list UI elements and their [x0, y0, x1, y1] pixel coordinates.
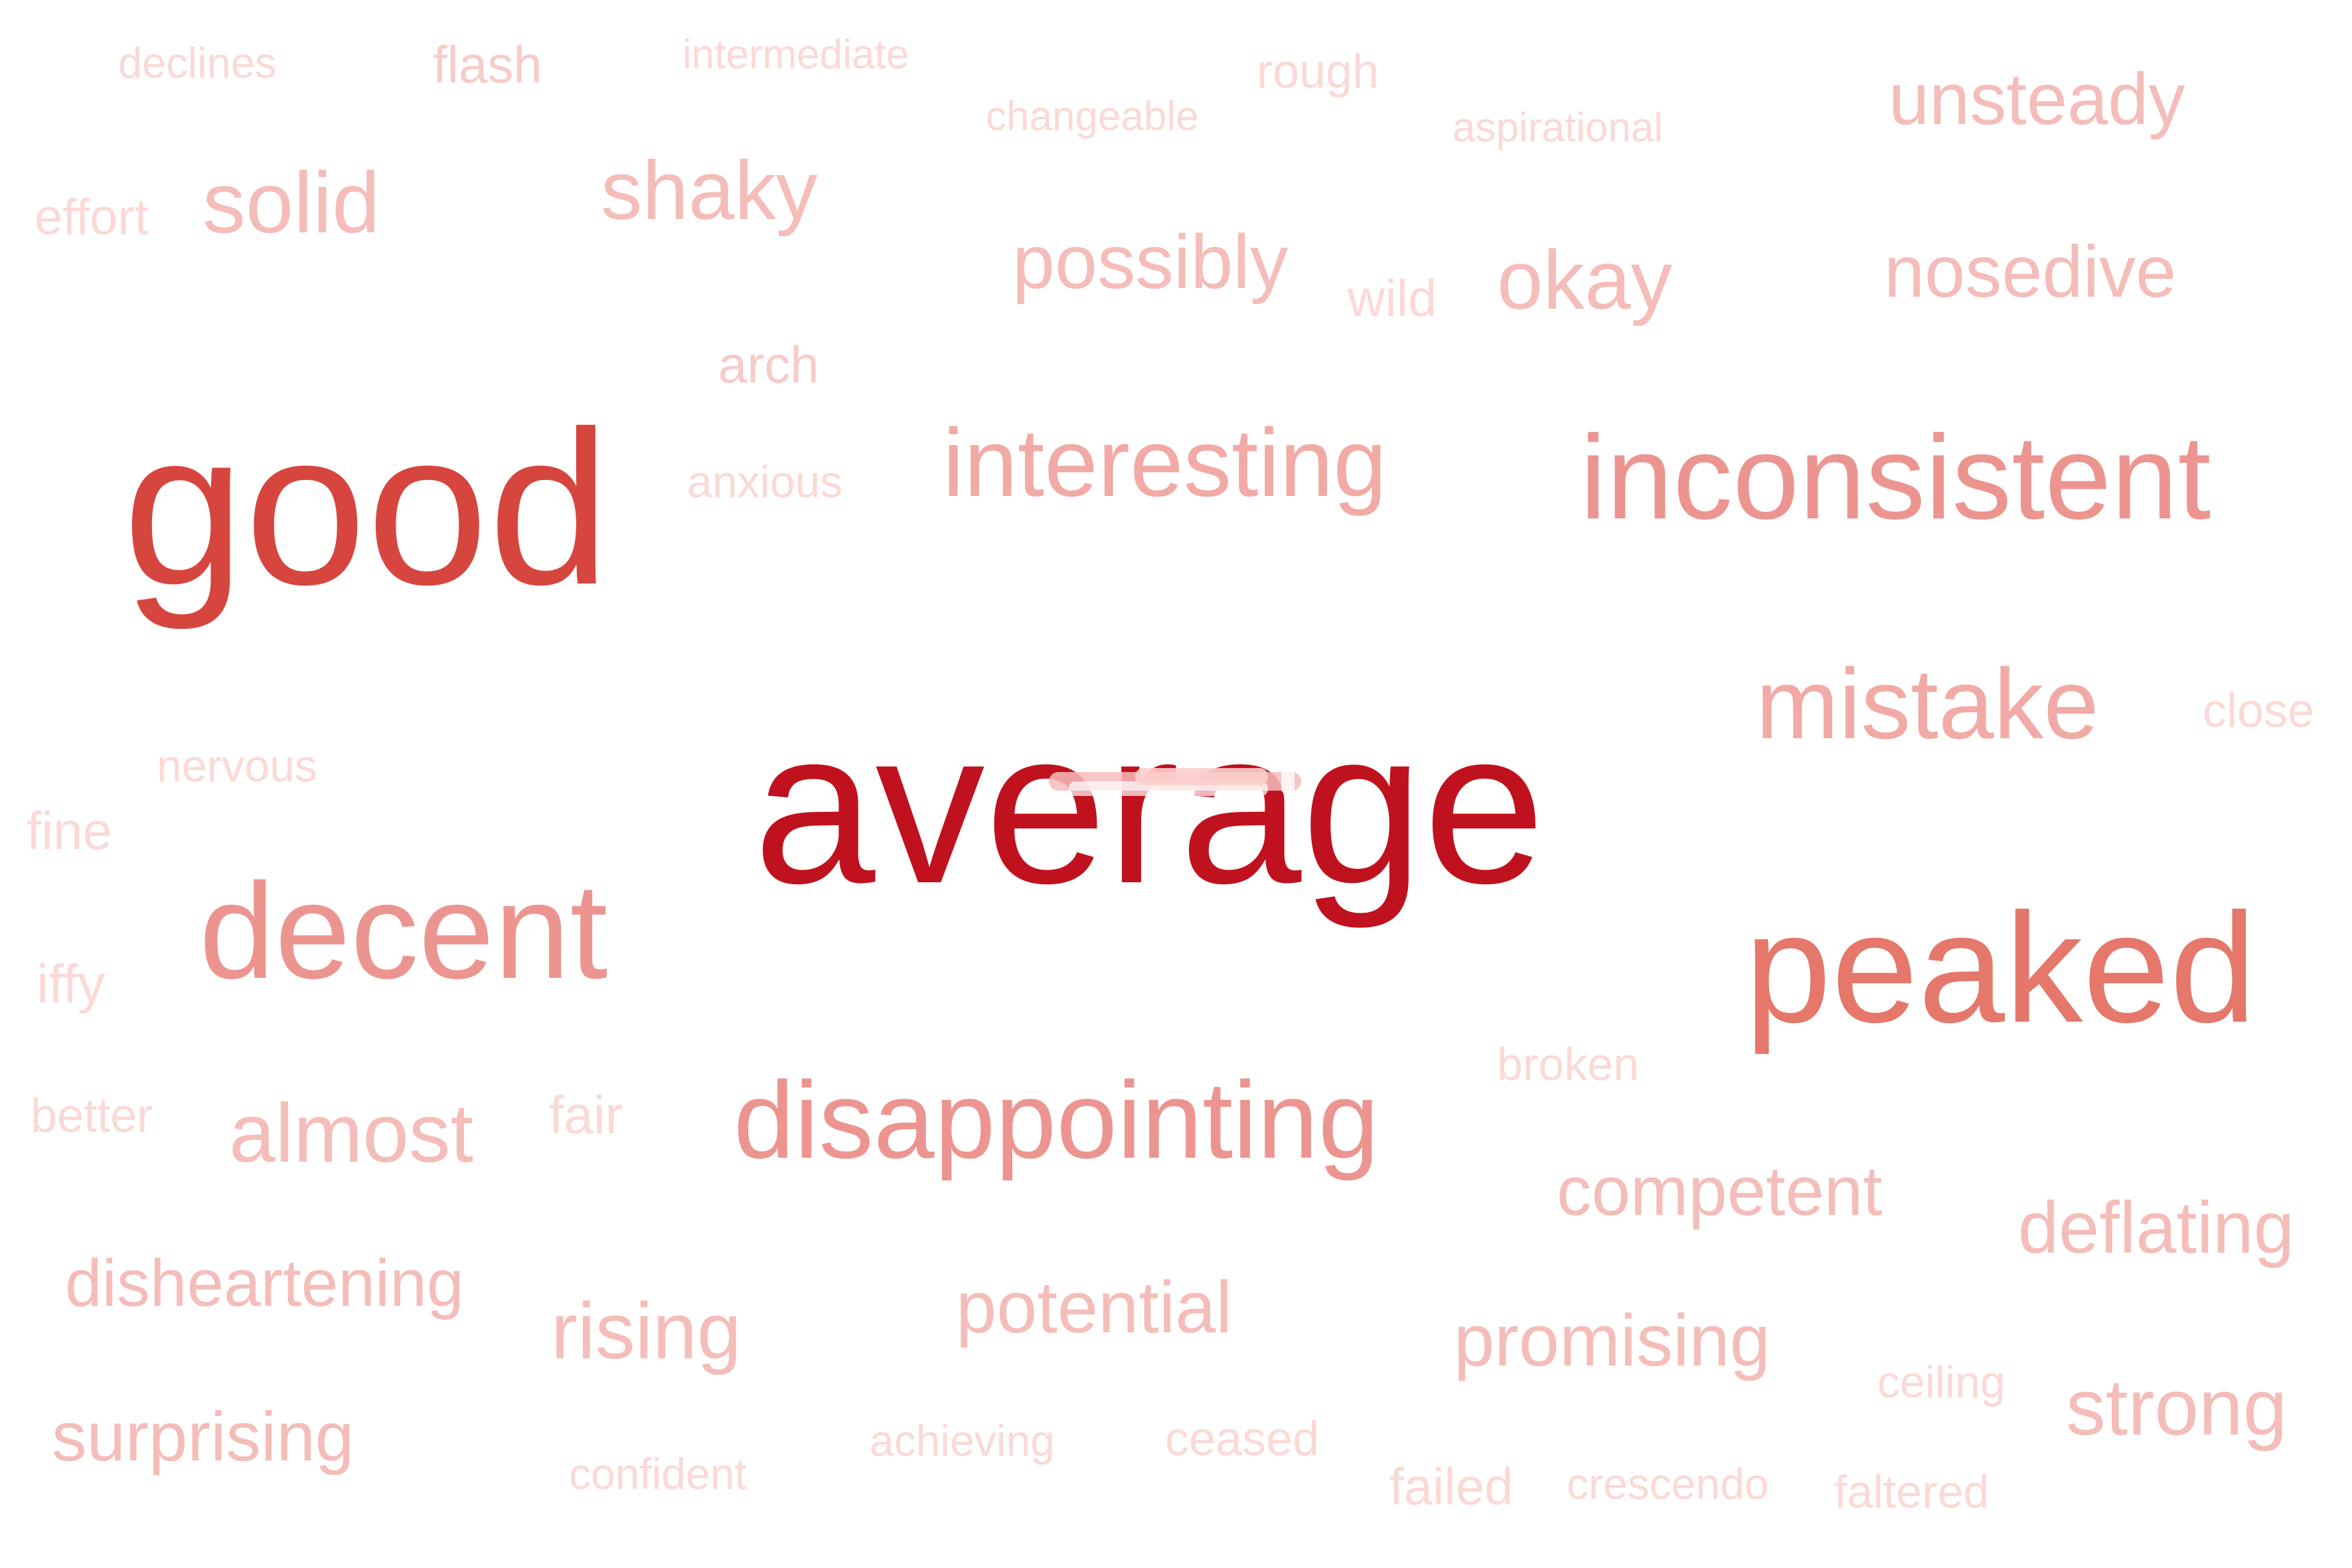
word-rising: rising [551, 1287, 742, 1375]
word-failed: failed [1389, 1457, 1514, 1516]
word-effort: effort [35, 189, 149, 246]
word-peaked: peaked [1745, 880, 2256, 1055]
word-okay: okay [1497, 234, 1673, 327]
word-unsteady: unsteady [1889, 58, 2185, 140]
word-promising: promising [1454, 1300, 1770, 1381]
word-better: better [31, 1089, 153, 1142]
word-deflating: deflating [2018, 1187, 2294, 1269]
word-surprising: surprising [52, 1398, 354, 1476]
word-strong: strong [2066, 1363, 2288, 1452]
word-arch: arch [718, 335, 819, 394]
word-flash: flash [433, 35, 542, 94]
word-nervous: nervous [157, 741, 317, 791]
word-crescendo: crescendo [1567, 1459, 1769, 1508]
word-ceiling: ceiling [1877, 1357, 2005, 1407]
word-iffy: iffy [37, 954, 106, 1014]
word-intermediate: intermediate [682, 32, 909, 78]
word-good: good [123, 385, 611, 630]
word-disappointing: disappointing [734, 1059, 1379, 1181]
word-changeable: changeable [986, 94, 1199, 139]
word-rough: rough [1257, 45, 1379, 98]
word-almost: almost [229, 1087, 474, 1180]
word-possibly: possibly [1012, 220, 1289, 305]
word-anxious: anxious [687, 457, 843, 507]
word-declines: declines [118, 39, 277, 87]
word-close: close [2203, 684, 2315, 738]
word-wild: wild [1348, 269, 1437, 327]
word-inconsistent: inconsistent [1580, 411, 2211, 544]
word-ceased: ceased [1165, 1413, 1320, 1466]
word-disheartening: disheartening [65, 1246, 464, 1320]
overlapped-small-words [1042, 767, 1321, 807]
word-nosedive: nosedive [1884, 231, 2177, 313]
word-shaky: shaky [601, 145, 818, 237]
word-faltered: faltered [1834, 1466, 1990, 1518]
word-aspirational: aspirational [1452, 105, 1664, 151]
word-average: average [753, 684, 1545, 929]
word-potential: potential [956, 1267, 1232, 1348]
word-decent: decent [199, 855, 608, 1007]
word-solid: solid [202, 154, 380, 251]
word-confident: confident [569, 1449, 747, 1498]
word-achieving: achieving [870, 1416, 1055, 1465]
word-interesting: interesting [943, 409, 1387, 516]
word-fine: fine [27, 801, 112, 860]
word-mistake: mistake [1756, 648, 2099, 759]
word-broken: broken [1497, 1038, 1640, 1090]
word-fair: fair [549, 1085, 623, 1144]
word-competent: competent [1557, 1152, 1883, 1230]
